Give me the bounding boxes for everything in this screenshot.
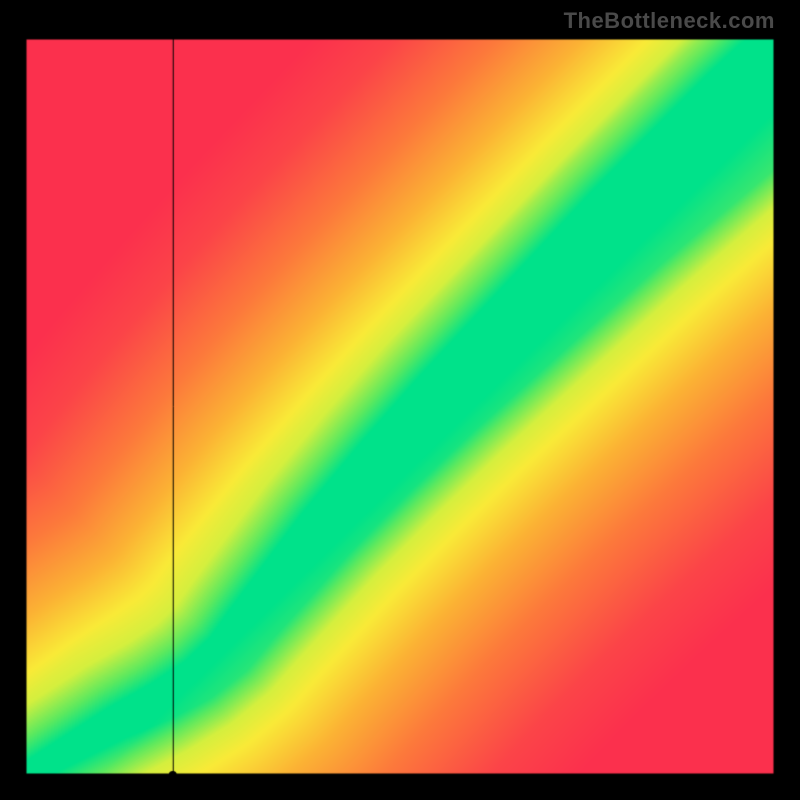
attribution-text: TheBottleneck.com [564, 8, 775, 34]
bottleneck-heatmap [0, 0, 800, 800]
